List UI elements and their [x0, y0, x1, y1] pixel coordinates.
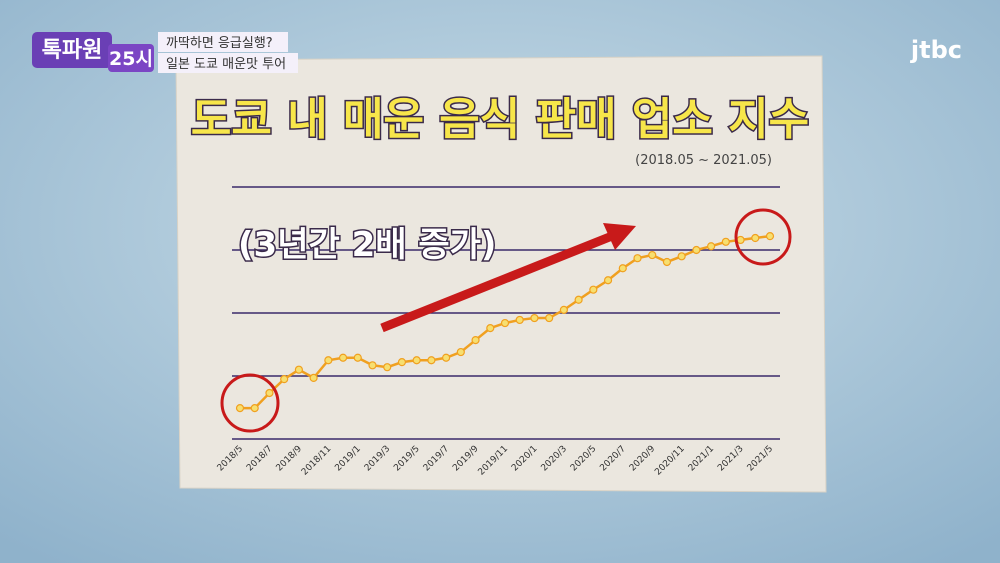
- point: [471, 335, 480, 345]
- arrow-shaft: [380, 231, 614, 333]
- board: [175, 55, 827, 493]
- point: [486, 324, 495, 333]
- channel-logo: jtbc: [910, 36, 962, 64]
- point: [515, 315, 524, 325]
- caption-box: [158, 53, 298, 73]
- point: [456, 347, 465, 357]
- point: [412, 356, 421, 365]
- point: [751, 233, 760, 243]
- point: [589, 285, 598, 294]
- point: [250, 404, 259, 413]
- chart-subtitle: (2018.05 ~ 2021.05): [635, 153, 772, 168]
- point: [383, 363, 392, 372]
- point: [648, 250, 657, 260]
- logo-box: [108, 44, 154, 72]
- point: [324, 356, 333, 365]
- point: [397, 358, 407, 367]
- point: [618, 264, 627, 273]
- point: [765, 232, 775, 241]
- trend-arrow: [380, 223, 636, 333]
- point: [309, 373, 318, 382]
- point: [427, 356, 436, 365]
- point: [442, 353, 451, 362]
- point: [677, 252, 686, 261]
- point: [603, 276, 613, 285]
- point: [294, 365, 303, 374]
- point: [559, 305, 568, 314]
- logo-text: 톡파원: [42, 38, 103, 63]
- point: [500, 318, 510, 328]
- caption: 일본 도쿄 매운맛 투어: [166, 57, 286, 72]
- chart-title: 도쿄 내 매운 음식 판매 업소 지수: [191, 94, 809, 145]
- point: [235, 404, 245, 413]
- point: [368, 361, 377, 370]
- point: [545, 313, 554, 323]
- highlight-circle: [734, 208, 792, 266]
- point: [530, 313, 539, 323]
- point: [736, 235, 745, 245]
- caption: 까딱하면 응급실행?: [166, 35, 273, 51]
- point: [662, 257, 672, 267]
- logo-number: 25시: [109, 48, 153, 70]
- annotation: (3년간 2배 증가): [238, 225, 496, 265]
- point: [721, 237, 730, 246]
- point: [707, 242, 716, 251]
- point: [633, 254, 642, 263]
- point: [338, 353, 348, 362]
- point: [353, 353, 362, 362]
- logo-box: [32, 32, 112, 68]
- highlight-circle: [220, 373, 280, 433]
- caption-box: [158, 32, 288, 52]
- arrow-head: [603, 223, 636, 250]
- point: [692, 245, 701, 255]
- point: [265, 388, 274, 398]
- logo: 톡파원 25시 까딱하면 응급실행? 일본 도쿄 매운맛 투어: [32, 32, 298, 73]
- point: [280, 375, 289, 384]
- point: [574, 295, 583, 304]
